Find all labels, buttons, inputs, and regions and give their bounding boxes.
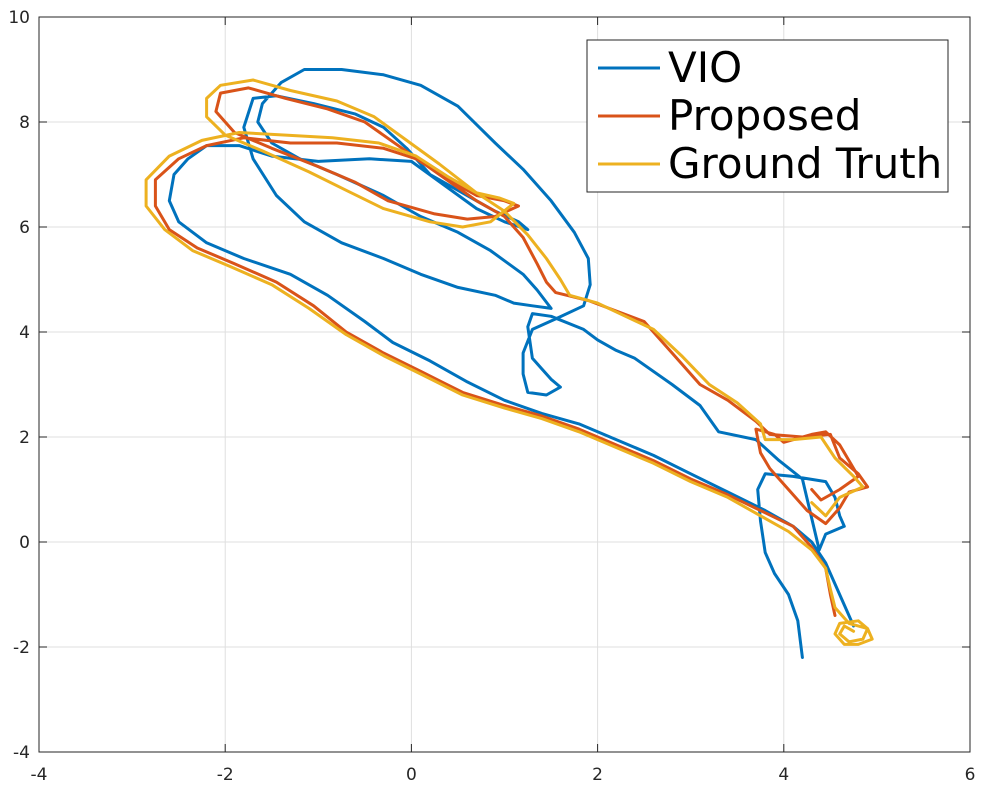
y-tick-label: 6 bbox=[19, 218, 30, 238]
legend-label-ground-truth: Ground Truth bbox=[668, 139, 942, 188]
series-line-proposed bbox=[153, 86, 870, 617]
x-tick-label: -2 bbox=[217, 765, 234, 785]
x-tick-label: 4 bbox=[778, 765, 789, 785]
y-tick-label: 4 bbox=[19, 323, 30, 343]
series-line-vio bbox=[167, 68, 856, 659]
y-tick-label: -2 bbox=[13, 638, 30, 658]
legend: VIO Proposed Ground Truth bbox=[586, 39, 949, 193]
y-tick-label: 10 bbox=[8, 8, 30, 28]
y-tick-label: -4 bbox=[13, 743, 30, 763]
y-tick-label: 0 bbox=[19, 533, 30, 553]
x-tick-label: 6 bbox=[965, 765, 976, 785]
ticks: -4 -2 0 2 4 6 -4 -2 0 2 4 6 8 10 bbox=[8, 8, 975, 785]
y-tick-label: 2 bbox=[19, 428, 30, 448]
legend-label-proposed: Proposed bbox=[668, 91, 861, 140]
x-tick-label: 2 bbox=[592, 765, 603, 785]
y-tick-label: 8 bbox=[19, 113, 30, 133]
plot-frame bbox=[38, 16, 971, 753]
x-tick-label: 0 bbox=[406, 765, 417, 785]
legend-label-vio: VIO bbox=[668, 43, 742, 92]
series-line-ground-truth bbox=[144, 78, 874, 646]
series-group bbox=[144, 68, 874, 659]
x-tick-label: -4 bbox=[31, 765, 48, 785]
